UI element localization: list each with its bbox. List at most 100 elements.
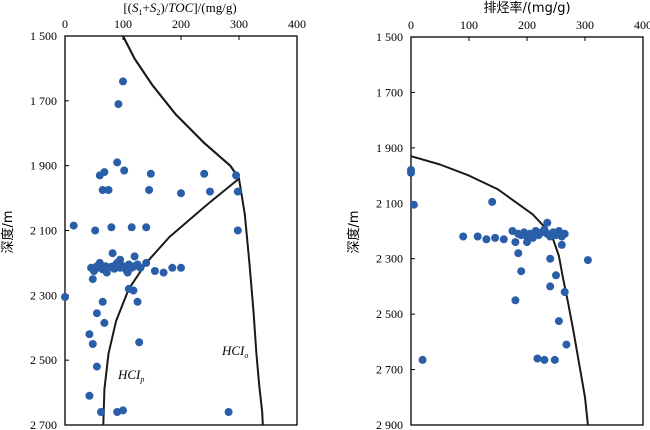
data-point — [129, 286, 138, 295]
data-point — [69, 221, 78, 230]
y-tick-label: 2 900 — [376, 418, 403, 430]
data-point — [136, 263, 145, 272]
data-point — [97, 408, 105, 416]
y-axis-label: 深度/m — [346, 210, 362, 253]
y-tick-label: 1 900 — [30, 159, 57, 173]
data-point — [233, 226, 242, 235]
data-point — [200, 169, 209, 178]
data-point — [107, 223, 116, 232]
y-tick-label: 1 500 — [30, 29, 57, 43]
data-point — [92, 309, 101, 318]
data-point — [482, 235, 491, 244]
data-point — [488, 197, 497, 206]
x-tick-label: 300 — [230, 17, 248, 31]
data-point — [104, 186, 113, 194]
data-point — [108, 249, 117, 258]
curve-label-hcip: HCIp — [117, 367, 144, 384]
data-point — [540, 355, 549, 364]
x-tick-label: 400 — [634, 18, 650, 32]
data-point — [95, 171, 104, 180]
data-point — [150, 267, 159, 275]
data-point — [562, 340, 571, 349]
data-point — [523, 238, 531, 247]
data-point — [473, 232, 482, 241]
curve-trend — [410, 155, 589, 426]
data-point — [102, 268, 111, 277]
y-tick-label: 2 300 — [376, 252, 403, 266]
data-point — [554, 317, 563, 326]
data-point — [517, 267, 526, 276]
x-tick-label: 300 — [576, 18, 594, 32]
data-point — [130, 252, 139, 261]
data-point — [499, 235, 508, 244]
data-point — [88, 340, 97, 348]
y-tick-label: 2 500 — [30, 353, 57, 367]
data-point — [168, 263, 177, 272]
data-point — [550, 355, 559, 364]
data-point — [533, 354, 542, 363]
x-tick-label: 0 — [408, 18, 414, 32]
data-point — [114, 100, 123, 109]
y-tick-label: 2 700 — [30, 418, 57, 430]
data-point — [552, 271, 560, 280]
data-point — [159, 268, 168, 277]
y-tick-label: 2 700 — [376, 363, 403, 377]
data-point — [407, 166, 415, 174]
curve-hcio — [122, 35, 264, 426]
data-point — [120, 166, 129, 175]
data-point — [418, 355, 427, 364]
data-point — [543, 218, 552, 227]
data-point — [224, 408, 233, 416]
data-point — [233, 187, 242, 196]
data-point — [90, 267, 98, 275]
x-tick-label: 100 — [460, 18, 478, 32]
y-axis-label: 深度/m — [0, 210, 16, 253]
y-tick-label: 1 700 — [30, 94, 57, 108]
data-point — [145, 186, 154, 194]
data-point — [142, 258, 151, 267]
x-tick-label: 100 — [114, 17, 132, 31]
data-point — [119, 77, 127, 86]
x-tick-label: 400 — [288, 17, 306, 31]
data-point — [95, 258, 104, 267]
data-point — [85, 330, 94, 339]
data-point — [123, 268, 132, 277]
x-tick-label: 0 — [62, 17, 68, 31]
data-point — [127, 223, 136, 232]
data-point — [560, 288, 569, 296]
curve-label-hcio: HCIo — [221, 343, 248, 360]
y-tick-label: 1 900 — [376, 141, 403, 155]
data-point — [177, 189, 185, 198]
data-point — [546, 282, 555, 291]
data-point — [232, 171, 241, 180]
data-point — [133, 297, 142, 306]
y-tick-label: 2 300 — [30, 288, 57, 302]
data-point — [135, 338, 144, 347]
data-point — [514, 249, 523, 258]
y-tick-label: 2 100 — [376, 196, 403, 210]
data-point — [459, 232, 468, 241]
data-point — [560, 229, 569, 238]
depth-hci-chart: [(S1+S2)/TOC]/(mg/g) 深度/m 0 100 200 300 400 1… — [0, 0, 306, 430]
data-point — [511, 238, 520, 247]
x-tick-label: 200 — [518, 18, 536, 32]
data-point — [98, 297, 107, 306]
data-point — [85, 391, 94, 400]
data-point — [491, 233, 500, 242]
data-point — [206, 187, 214, 196]
data-point — [583, 256, 592, 265]
data-point — [100, 318, 109, 327]
data-point — [142, 223, 151, 232]
data-point — [546, 254, 555, 263]
y-tick-label: 2 100 — [30, 224, 57, 238]
data-point — [61, 293, 69, 301]
y-tick-label: 2 500 — [376, 307, 403, 321]
data-point — [91, 226, 100, 235]
data-point — [409, 200, 418, 209]
depth-expulsion-chart: 排烃率/(mg/g) 深度/m 0 100 200 300 400 1 500 1 700 1… — [346, 0, 650, 430]
data-point — [113, 158, 122, 167]
x-tick-label: 200 — [172, 17, 190, 31]
data-point — [92, 362, 101, 371]
x-axis-label: [(S1+S2)/TOC]/(mg/g) — [123, 0, 236, 17]
data-point — [88, 275, 97, 284]
